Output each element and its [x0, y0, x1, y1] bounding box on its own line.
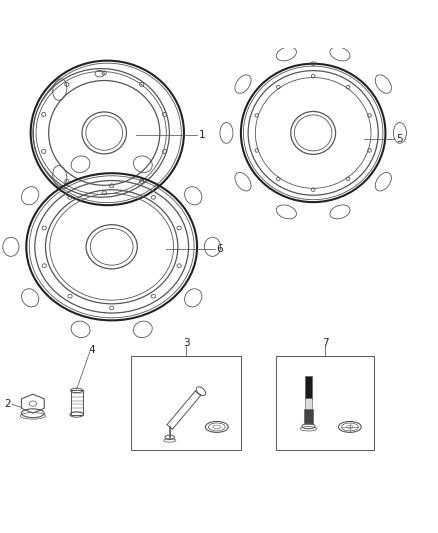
Text: 5: 5 [396, 134, 403, 144]
Bar [304, 409, 313, 424]
Bar [304, 398, 312, 410]
Text: 1: 1 [199, 130, 205, 140]
Bar [131, 356, 241, 450]
Text: 4: 4 [88, 345, 95, 355]
Text: 6: 6 [216, 244, 223, 254]
Bar [71, 391, 83, 415]
Text: 2: 2 [4, 399, 11, 409]
Bar [276, 356, 374, 450]
Text: 3: 3 [183, 338, 190, 348]
Text: 7: 7 [322, 338, 329, 348]
Bar [304, 376, 312, 399]
